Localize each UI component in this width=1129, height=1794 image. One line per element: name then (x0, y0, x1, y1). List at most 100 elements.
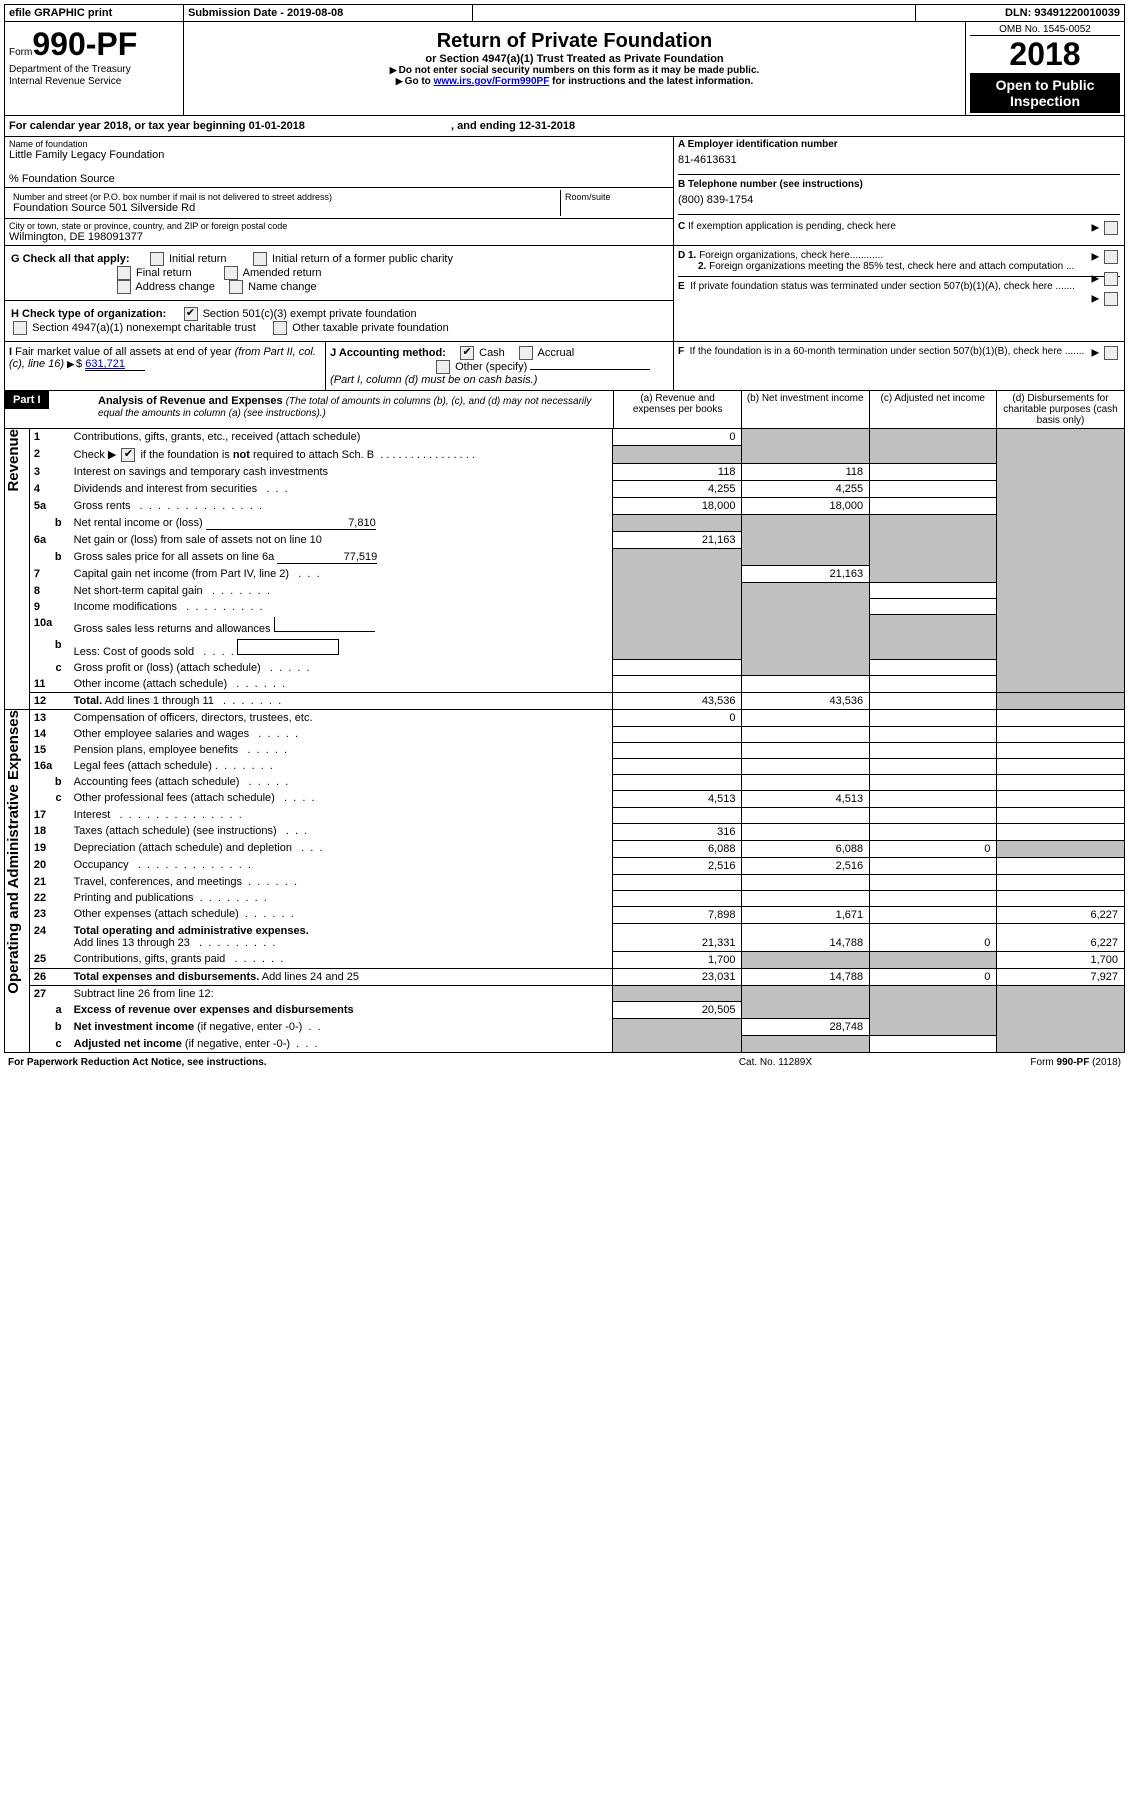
open-public-label: Open to Public Inspection (970, 73, 1120, 113)
f-checkbox[interactable] (1104, 346, 1118, 360)
line-1: Revenue 1 Contributions, gifts, grants, … (5, 429, 1125, 446)
line-19: 19 Depreciation (attach schedule) and de… (5, 840, 1125, 857)
j-label: J Accounting method: (330, 347, 446, 359)
line-27c: c Adjusted net income (if negative, ente… (5, 1036, 1125, 1053)
c-label: If exemption application is pending, che… (688, 221, 896, 232)
instructions-link[interactable]: www.irs.gov/Form990PF (434, 76, 550, 87)
d2-label: Foreign organizations meeting the 85% te… (709, 261, 1074, 272)
form-number: 990-PF (32, 26, 137, 62)
city-value: Wilmington, DE 198091377 (9, 231, 669, 243)
line-25: 25 Contributions, gifts, grants paid . .… (5, 951, 1125, 968)
g-initial-former: Initial return of a former public charit… (272, 253, 453, 265)
addr-label: Number and street (or P.O. box number if… (13, 192, 556, 202)
g-initial-former-checkbox[interactable] (253, 252, 267, 266)
g-address: Address change (135, 281, 215, 293)
cat-number: Cat. No. 11289X (673, 1055, 877, 1070)
line-16a: 16a Legal fees (attach schedule) . . . .… (5, 758, 1125, 774)
line-27b: b Net investment income (if negative, en… (5, 1019, 1125, 1036)
line-6b: b Gross sales price for all assets on li… (5, 549, 1125, 566)
dept-label: Department of the Treasury (9, 64, 131, 75)
calendar-text: For calendar year 2018, or tax year begi… (9, 120, 305, 132)
h-4947-checkbox[interactable] (13, 321, 27, 335)
j-cash-checkbox[interactable] (460, 346, 474, 360)
h-501c3-checkbox[interactable] (184, 307, 198, 321)
efile-label: efile GRAPHIC print (5, 5, 184, 22)
dln: DLN: 93491220010039 (916, 5, 1125, 22)
form-title: Return of Private Foundation (192, 30, 957, 53)
revenue-vlabel: Revenue (5, 429, 22, 492)
submission-date: Submission Date - 2019-08-08 (184, 5, 473, 22)
instructions-post: for instructions and the latest informat… (549, 76, 753, 87)
d1-checkbox[interactable] (1104, 250, 1118, 264)
line-18: 18 Taxes (attach schedule) (see instruct… (5, 823, 1125, 840)
ein-value: 81-4613631 (678, 150, 1120, 174)
room-label: Room/suite (561, 190, 670, 216)
col-b-label: (b) Net investment income (741, 391, 869, 429)
part1-label: Part I (5, 391, 49, 409)
line-10a: 10a Gross sales less returns and allowan… (5, 615, 1125, 637)
line-11: 11 Other income (attach schedule) . . . … (5, 676, 1125, 693)
top-banner: efile GRAPHIC print Submission Date - 20… (4, 4, 1125, 22)
d2-checkbox[interactable] (1104, 272, 1118, 286)
tax-year: 2018 (970, 36, 1120, 73)
j-other: Other (specify) (455, 361, 527, 373)
line-5a: 5a Gross rents . . . . . . . . . . . . .… (5, 498, 1125, 515)
g-name-checkbox[interactable] (229, 280, 243, 294)
part1-table: Revenue 1 Contributions, gifts, grants, … (4, 429, 1125, 1053)
line-14: 14 Other employee salaries and wages . .… (5, 726, 1125, 742)
g-final-checkbox[interactable] (117, 266, 131, 280)
foundation-name: Little Family Legacy Foundation (9, 149, 669, 161)
g-amended: Amended return (243, 267, 322, 279)
calendar-year-row: For calendar year 2018, or tax year begi… (4, 116, 1125, 137)
c-checkbox[interactable] (1104, 221, 1118, 235)
city-label: City or town, state or province, country… (9, 221, 669, 231)
ssn-warning: Do not enter social security numbers on … (399, 65, 760, 76)
j-cash: Cash (479, 347, 505, 359)
part1-header: Part I Analysis of Revenue and Expenses … (4, 391, 1125, 429)
j-other-checkbox[interactable] (436, 360, 450, 374)
j-note: (Part I, column (d) must be on cash basi… (330, 374, 537, 386)
line-8: 8 Net short-term capital gain . . . . . … (5, 583, 1125, 599)
g-amended-checkbox[interactable] (224, 266, 238, 280)
g-name: Name change (248, 281, 317, 293)
g-address-checkbox[interactable] (117, 280, 131, 294)
line-13: Operating and Administrative Expenses 13… (5, 709, 1125, 726)
phone-value: (800) 839-1754 (678, 190, 1120, 214)
col-c-label: (c) Adjusted net income (869, 391, 996, 429)
j-accrual-checkbox[interactable] (519, 346, 533, 360)
col-a-label: (a) Revenue and expenses per books (614, 391, 742, 429)
line-27: 27 Subtract line 26 from line 12: (5, 985, 1125, 1002)
g-initial-checkbox[interactable] (150, 252, 164, 266)
expenses-vlabel: Operating and Administrative Expenses (5, 710, 22, 994)
line-27a: a Excess of revenue over expenses and di… (5, 1002, 1125, 1019)
g-label: G Check all that apply: (11, 253, 130, 265)
line-16b: b Accounting fees (attach schedule) . . … (5, 774, 1125, 790)
line-22: 22 Printing and publications . . . . . .… (5, 890, 1125, 906)
line-10b: b Less: Cost of goods sold . . . . (5, 637, 1125, 660)
g-final: Final return (136, 267, 192, 279)
footer: For Paperwork Reduction Act Notice, see … (4, 1055, 1125, 1070)
line-2: 2 Check ▶ if the foundation is not requi… (5, 446, 1125, 464)
line-16c: c Other professional fees (attach schedu… (5, 790, 1125, 807)
irs-label: Internal Revenue Service (9, 76, 121, 87)
h-other: Other taxable private foundation (292, 322, 449, 334)
line-4: 4 Dividends and interest from securities… (5, 481, 1125, 498)
l2-checkbox[interactable] (121, 448, 135, 462)
col-d-label: (d) Disbursements for charitable purpose… (996, 391, 1124, 429)
part1-title: Analysis of Revenue and Expenses (98, 395, 283, 407)
line-3: 3 Interest on savings and temporary cash… (5, 464, 1125, 481)
d1-label: Foreign organizations, check here.......… (699, 250, 883, 261)
line-17: 17 Interest . . . . . . . . . . . . . . (5, 807, 1125, 823)
i-value-link[interactable]: 631,721 (85, 358, 145, 371)
form-prefix: Form (9, 47, 32, 58)
e-checkbox[interactable] (1104, 292, 1118, 306)
omb-number: OMB No. 1545-0052 (970, 24, 1120, 36)
line-12: 12 Total. Add lines 1 through 11 . . . .… (5, 692, 1125, 709)
paperwork-notice: For Paperwork Reduction Act Notice, see … (4, 1055, 673, 1070)
line-20: 20 Occupancy . . . . . . . . . . . . . 2… (5, 857, 1125, 874)
line-21: 21 Travel, conferences, and meetings . .… (5, 874, 1125, 890)
line-9: 9 Income modifications . . . . . . . . . (5, 599, 1125, 615)
form-subtitle: or Section 4947(a)(1) Trust Treated as P… (192, 53, 957, 65)
h-other-checkbox[interactable] (273, 321, 287, 335)
ein-label: A Employer identification number (678, 139, 1120, 150)
